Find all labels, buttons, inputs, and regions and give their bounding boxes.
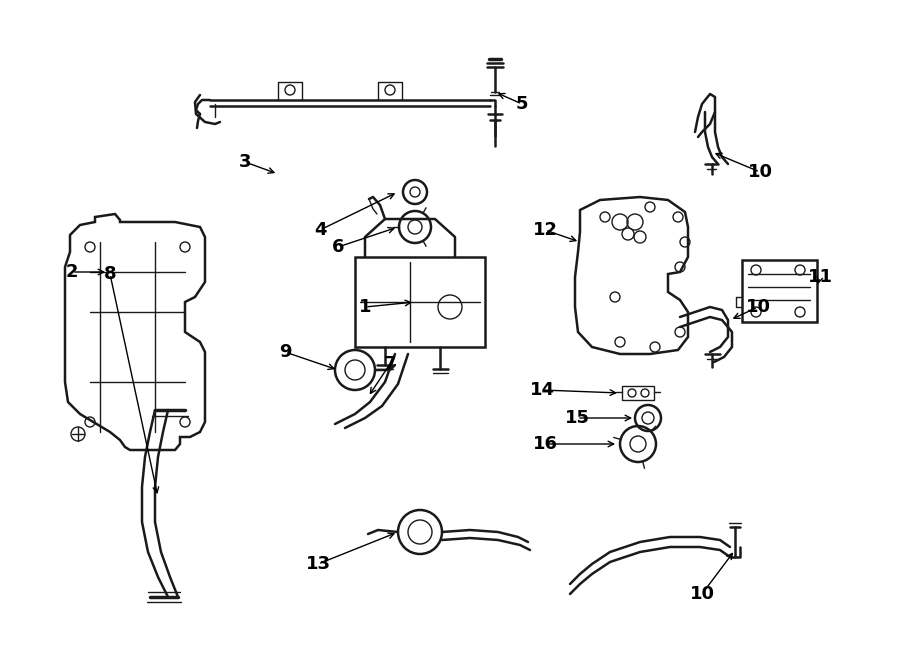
Text: 6: 6	[332, 238, 345, 256]
Text: 8: 8	[104, 265, 116, 283]
Text: 11: 11	[807, 268, 833, 286]
Text: 16: 16	[533, 435, 557, 453]
Text: 12: 12	[533, 221, 557, 239]
Text: 10: 10	[689, 585, 715, 603]
Text: 7: 7	[383, 355, 396, 373]
Bar	[742, 260, 817, 322]
Text: 2: 2	[66, 263, 78, 281]
Text: 15: 15	[564, 409, 590, 427]
Text: 5: 5	[516, 95, 528, 113]
Text: 10: 10	[748, 163, 772, 181]
Text: 9: 9	[279, 343, 292, 361]
Bar	[622, 386, 654, 400]
Text: 1: 1	[359, 298, 372, 316]
Text: 3: 3	[238, 153, 251, 171]
Bar	[355, 257, 485, 347]
Text: 13: 13	[305, 555, 330, 573]
Text: 10: 10	[745, 298, 770, 316]
Text: 4: 4	[314, 221, 327, 239]
Text: 14: 14	[529, 381, 554, 399]
